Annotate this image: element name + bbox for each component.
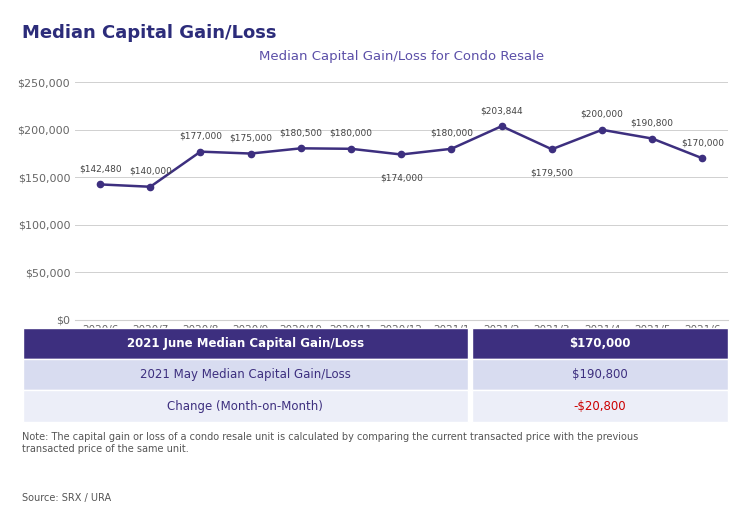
Bar bbox=[22, 359, 468, 390]
Title: Median Capital Gain/Loss for Condo Resale: Median Capital Gain/Loss for Condo Resal… bbox=[259, 50, 544, 63]
Text: $142,480: $142,480 bbox=[79, 165, 122, 173]
Text: 2021 May Median Capital Gain/Loss: 2021 May Median Capital Gain/Loss bbox=[140, 368, 351, 381]
Text: Change (Month-on-Month): Change (Month-on-Month) bbox=[167, 400, 323, 412]
Text: $174,000: $174,000 bbox=[380, 174, 423, 183]
Text: $190,800: $190,800 bbox=[572, 368, 628, 381]
Text: Source: SRX / URA: Source: SRX / URA bbox=[22, 493, 112, 503]
Text: Median Capital Gain/Loss: Median Capital Gain/Loss bbox=[22, 24, 277, 41]
Text: $190,800: $190,800 bbox=[631, 118, 674, 127]
Text: $180,000: $180,000 bbox=[329, 129, 373, 138]
Bar bbox=[472, 390, 728, 422]
Text: $177,000: $177,000 bbox=[179, 132, 222, 140]
Text: $180,500: $180,500 bbox=[279, 128, 322, 137]
Text: $175,000: $175,000 bbox=[230, 134, 272, 143]
Text: $140,000: $140,000 bbox=[129, 167, 172, 176]
Text: $200,000: $200,000 bbox=[580, 110, 623, 119]
Text: $170,000: $170,000 bbox=[569, 337, 631, 350]
Bar bbox=[22, 328, 468, 359]
Text: $170,000: $170,000 bbox=[681, 138, 724, 147]
Text: $179,500: $179,500 bbox=[530, 169, 573, 178]
Bar bbox=[472, 328, 728, 359]
Text: Note: The capital gain or loss of a condo resale unit is calculated by comparing: Note: The capital gain or loss of a cond… bbox=[22, 432, 639, 454]
Text: -$20,800: -$20,800 bbox=[574, 400, 626, 412]
Text: $203,844: $203,844 bbox=[480, 106, 523, 115]
Text: 2021 June Median Capital Gain/Loss: 2021 June Median Capital Gain/Loss bbox=[127, 337, 364, 350]
Text: $180,000: $180,000 bbox=[430, 129, 473, 138]
Bar bbox=[22, 390, 468, 422]
Bar bbox=[472, 359, 728, 390]
